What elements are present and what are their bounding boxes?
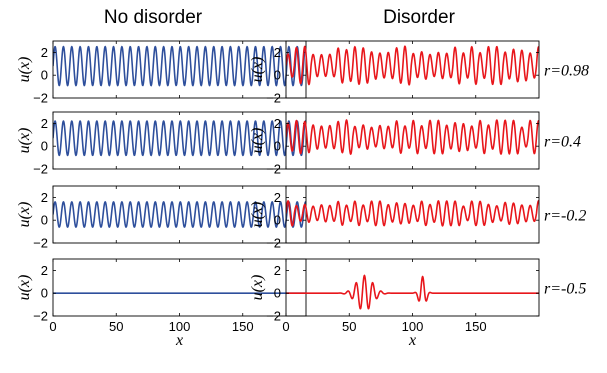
x-tick-label: 100 — [169, 319, 191, 334]
panel-left-row-1: 20−2u(x) — [16, 40, 307, 106]
y-tick-label: −2 — [33, 162, 48, 177]
row-label-4: r=-0.5 — [544, 281, 586, 298]
y-axis-label: u(x) — [249, 128, 266, 154]
x-tick-label: 100 — [402, 319, 424, 334]
row-label-2: r=0.4 — [544, 134, 581, 151]
y-axis-label: u(x) — [249, 275, 266, 301]
y-axis-label: u(x) — [16, 128, 33, 154]
axes-frame — [52, 258, 307, 317]
y-axis-label: u(x) — [249, 57, 266, 83]
y-tick-label: −2 — [266, 309, 281, 324]
column-title-no-disorder: No disorder — [104, 7, 203, 28]
panel-left-row-3: 20−2u(x) — [16, 185, 307, 251]
series-line-right-row-4 — [286, 274, 539, 310]
panel-right-row-3: 2 0 −2u(x) — [249, 185, 540, 251]
y-tick-label: 0 — [274, 139, 281, 154]
y-tick-label: 2 — [41, 263, 48, 278]
y-tick-label: 0 — [274, 213, 281, 228]
x-tick-label: 0 — [49, 319, 56, 334]
row-label-1: r=0.98 — [544, 63, 589, 80]
axes-frame — [285, 258, 540, 317]
y-tick-label: 2 — [274, 116, 281, 131]
row-label-3: r=-0.2 — [544, 208, 586, 225]
column-title-disorder: Disorder — [383, 7, 455, 28]
series-line-right-row-2 — [286, 119, 539, 156]
series-line-right-row-1 — [286, 45, 539, 86]
y-axis-label: u(x) — [16, 275, 33, 301]
y-axis-label: u(x) — [16, 57, 33, 83]
series-line-left-row-3 — [53, 201, 306, 228]
y-tick-label: 2 — [274, 190, 281, 205]
y-tick-label: 0 — [274, 286, 281, 301]
x-tick-label: 50 — [342, 319, 356, 334]
x-tick-label: 0 — [282, 319, 289, 334]
y-tick-label: −2 — [33, 309, 48, 324]
x-tick-label: 150 — [465, 319, 487, 334]
y-tick-label: 0 — [41, 286, 48, 301]
y-tick-label: −2 — [33, 91, 48, 106]
panel-right-row-1: 2 0 −2u(x) — [249, 40, 540, 106]
y-axis-label: u(x) — [249, 202, 266, 228]
y-tick-label: −2 — [266, 236, 281, 251]
x-axis-label: x — [408, 332, 416, 349]
y-tick-label: 2 — [41, 190, 48, 205]
y-tick-label: 0 — [41, 213, 48, 228]
series-line-left-row-1 — [53, 45, 306, 87]
y-tick-label: 2 — [41, 45, 48, 60]
panel-right-row-2: 2 0 −2u(x) — [249, 111, 540, 177]
y-tick-label: 0 — [41, 68, 48, 83]
series-line-left-row-2 — [53, 120, 306, 157]
y-tick-label: 0 — [41, 139, 48, 154]
series-line-right-row-3 — [286, 199, 539, 227]
panel-left-row-2: 20−2u(x) — [16, 111, 307, 177]
y-tick-label: 2 — [41, 116, 48, 131]
y-tick-label: 2 — [274, 45, 281, 60]
y-axis-label: u(x) — [16, 202, 33, 228]
y-tick-label: −2 — [266, 162, 281, 177]
x-tick-label: 150 — [232, 319, 254, 334]
x-axis-label: x — [175, 332, 183, 349]
y-tick-label: 0 — [274, 68, 281, 83]
x-tick-label: 50 — [109, 319, 123, 334]
y-tick-label: 2 — [274, 263, 281, 278]
y-tick-label: −2 — [33, 236, 48, 251]
y-tick-label: −2 — [266, 91, 281, 106]
